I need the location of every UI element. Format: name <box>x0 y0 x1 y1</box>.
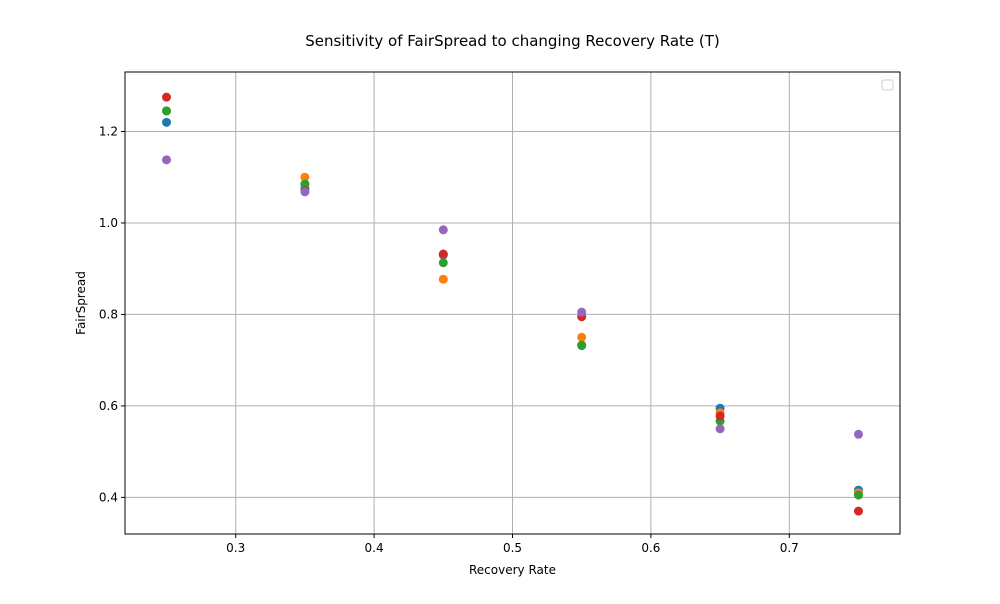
x-tick-label: 0.4 <box>365 541 384 555</box>
x-axis-label: Recovery Rate <box>469 563 556 577</box>
y-tick-label: 1.2 <box>99 124 118 138</box>
data-point-series-3 <box>300 179 310 189</box>
y-tick-label: 0.8 <box>99 307 118 321</box>
data-point-series-4 <box>853 506 863 516</box>
data-point-series-5 <box>853 429 863 439</box>
data-point-series-2 <box>577 332 587 342</box>
x-tick-label: 0.7 <box>780 541 799 555</box>
y-tick-label: 1.0 <box>99 216 118 230</box>
data-point-series-5 <box>438 225 448 235</box>
legend-box <box>881 79 894 91</box>
chart-title: Sensitivity of FairSpread to changing Re… <box>305 32 720 50</box>
data-point-series-5 <box>577 307 587 317</box>
data-point-series-4 <box>715 411 725 421</box>
data-point-series-5 <box>715 424 725 434</box>
data-point-series-3 <box>853 490 863 500</box>
grid-lines <box>125 72 900 534</box>
data-points <box>162 92 863 516</box>
data-point-series-3 <box>577 340 587 350</box>
data-point-series-2 <box>438 274 448 284</box>
x-tick-label: 0.3 <box>226 541 245 555</box>
data-point-series-5 <box>162 155 172 165</box>
data-point-series-4 <box>162 92 172 102</box>
data-point-series-2 <box>300 172 310 182</box>
y-tick-label: 0.6 <box>99 399 118 413</box>
data-point-series-5 <box>300 187 310 197</box>
x-tick-label: 0.5 <box>503 541 522 555</box>
data-point-series-4 <box>438 249 448 259</box>
data-point-series-1 <box>162 117 172 127</box>
data-point-series-3 <box>438 258 448 268</box>
x-tick-label: 0.6 <box>641 541 660 555</box>
axis-ticks: 0.3 0.4 0.5 0.6 0.7 0.4 0.6 0.8 1.0 1.2 <box>99 124 799 555</box>
y-axis-label: FairSpread <box>74 271 88 335</box>
y-tick-label: 0.4 <box>99 490 118 504</box>
plot-frame <box>124 71 901 535</box>
data-point-series-3 <box>162 106 172 116</box>
